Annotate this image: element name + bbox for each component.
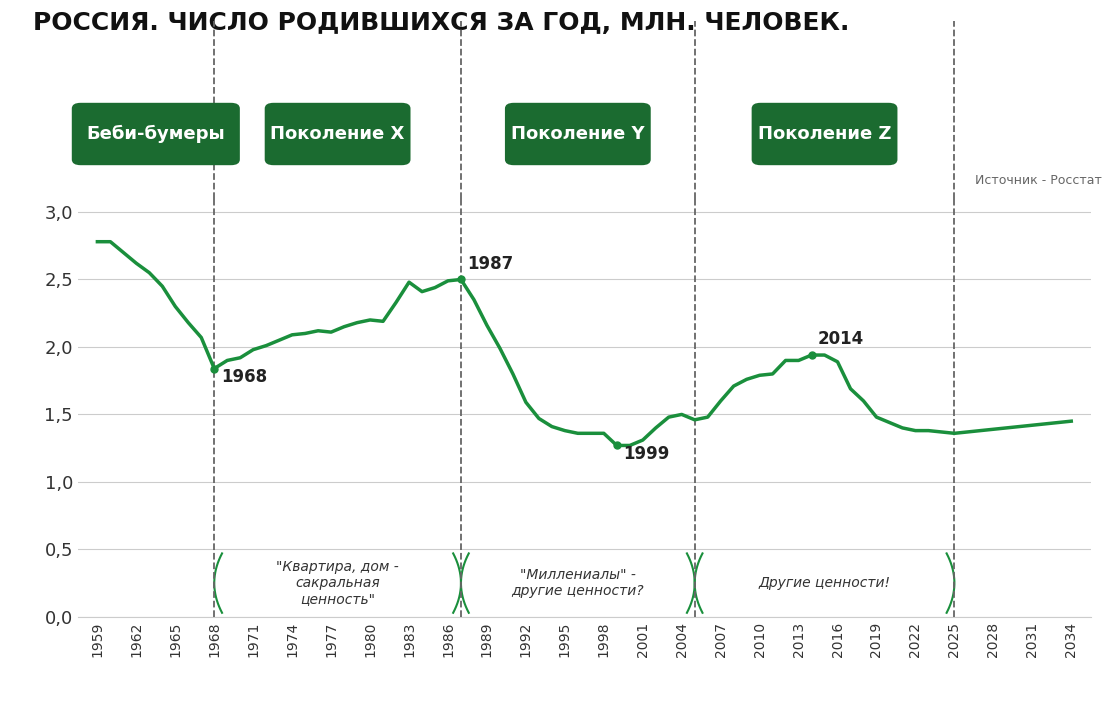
Text: 2014: 2014 xyxy=(818,330,865,348)
Text: РОССИЯ. ЧИСЛО РОДИВШИХСЯ ЗА ГОД, МЛН. ЧЕЛОВЕК.: РОССИЯ. ЧИСЛО РОДИВШИХСЯ ЗА ГОД, МЛН. ЧЕ… xyxy=(33,11,849,35)
Text: Поколение X: Поколение X xyxy=(270,125,405,143)
Text: "Квартира, дом -
сакральная
ценность": "Квартира, дом - сакральная ценность" xyxy=(276,560,398,606)
Text: Беби-бумеры: Беби-бумеры xyxy=(87,125,225,143)
Text: Источник - Росстат: Источник - Росстат xyxy=(975,174,1102,186)
Text: Другие ценности!: Другие ценности! xyxy=(758,576,890,590)
Text: 1999: 1999 xyxy=(623,445,670,463)
Text: Поколение Y: Поколение Y xyxy=(511,125,644,143)
Text: Поколение Z: Поколение Z xyxy=(758,125,892,143)
Text: 1987: 1987 xyxy=(467,255,514,273)
Text: "Миллениалы" -
другие ценности?: "Миллениалы" - другие ценности? xyxy=(512,568,644,598)
Text: 1968: 1968 xyxy=(220,368,267,386)
